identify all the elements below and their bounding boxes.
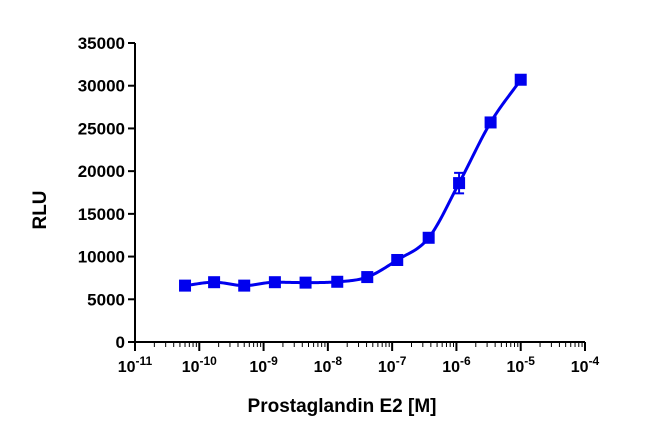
x-tick-label: 10-7 [378, 354, 407, 376]
y-tick-label: 35000 [78, 34, 125, 53]
data-point [484, 116, 497, 129]
fit-curve [184, 78, 522, 288]
data-point [331, 275, 344, 288]
x-axis: 10-11 10-10 10-9 10-8 10-7 10-6 10-5 10-4 [118, 341, 600, 376]
y-tick-label: 0 [116, 333, 125, 352]
y-tick-label: 25000 [78, 119, 125, 138]
x-tick-label: 10-5 [506, 354, 535, 376]
y-tick-label: 15000 [78, 205, 125, 224]
data-point [514, 73, 527, 86]
y-tick-label: 30000 [78, 77, 125, 96]
data-point [422, 231, 435, 244]
x-tick-label: 10-4 [571, 354, 600, 376]
data-point [453, 177, 466, 190]
x-tick-label: 10-11 [118, 354, 153, 376]
x-axis-label: Prostaglandin E2 [M] [248, 396, 437, 417]
data-point [268, 276, 281, 289]
data-point [208, 276, 221, 289]
x-tick-label: 10-8 [314, 354, 343, 376]
data-point [238, 279, 251, 292]
plot-area [179, 73, 527, 292]
y-tick-label: 5000 [87, 290, 125, 309]
y-axis-label: RLU [30, 190, 51, 229]
data-point [361, 271, 374, 284]
data-point [391, 253, 404, 266]
x-tick-label: 10-10 [182, 354, 217, 376]
x-tick-label: 10-6 [442, 354, 471, 376]
x-tick-label: 10-9 [249, 354, 278, 376]
data-point [299, 276, 312, 289]
data-point [179, 279, 192, 292]
y-tick-label: 20000 [78, 162, 125, 181]
y-tick-label: 10000 [78, 248, 125, 267]
y-axis: 0 5000 10000 15000 20000 25000 30000 35000 [78, 34, 136, 352]
